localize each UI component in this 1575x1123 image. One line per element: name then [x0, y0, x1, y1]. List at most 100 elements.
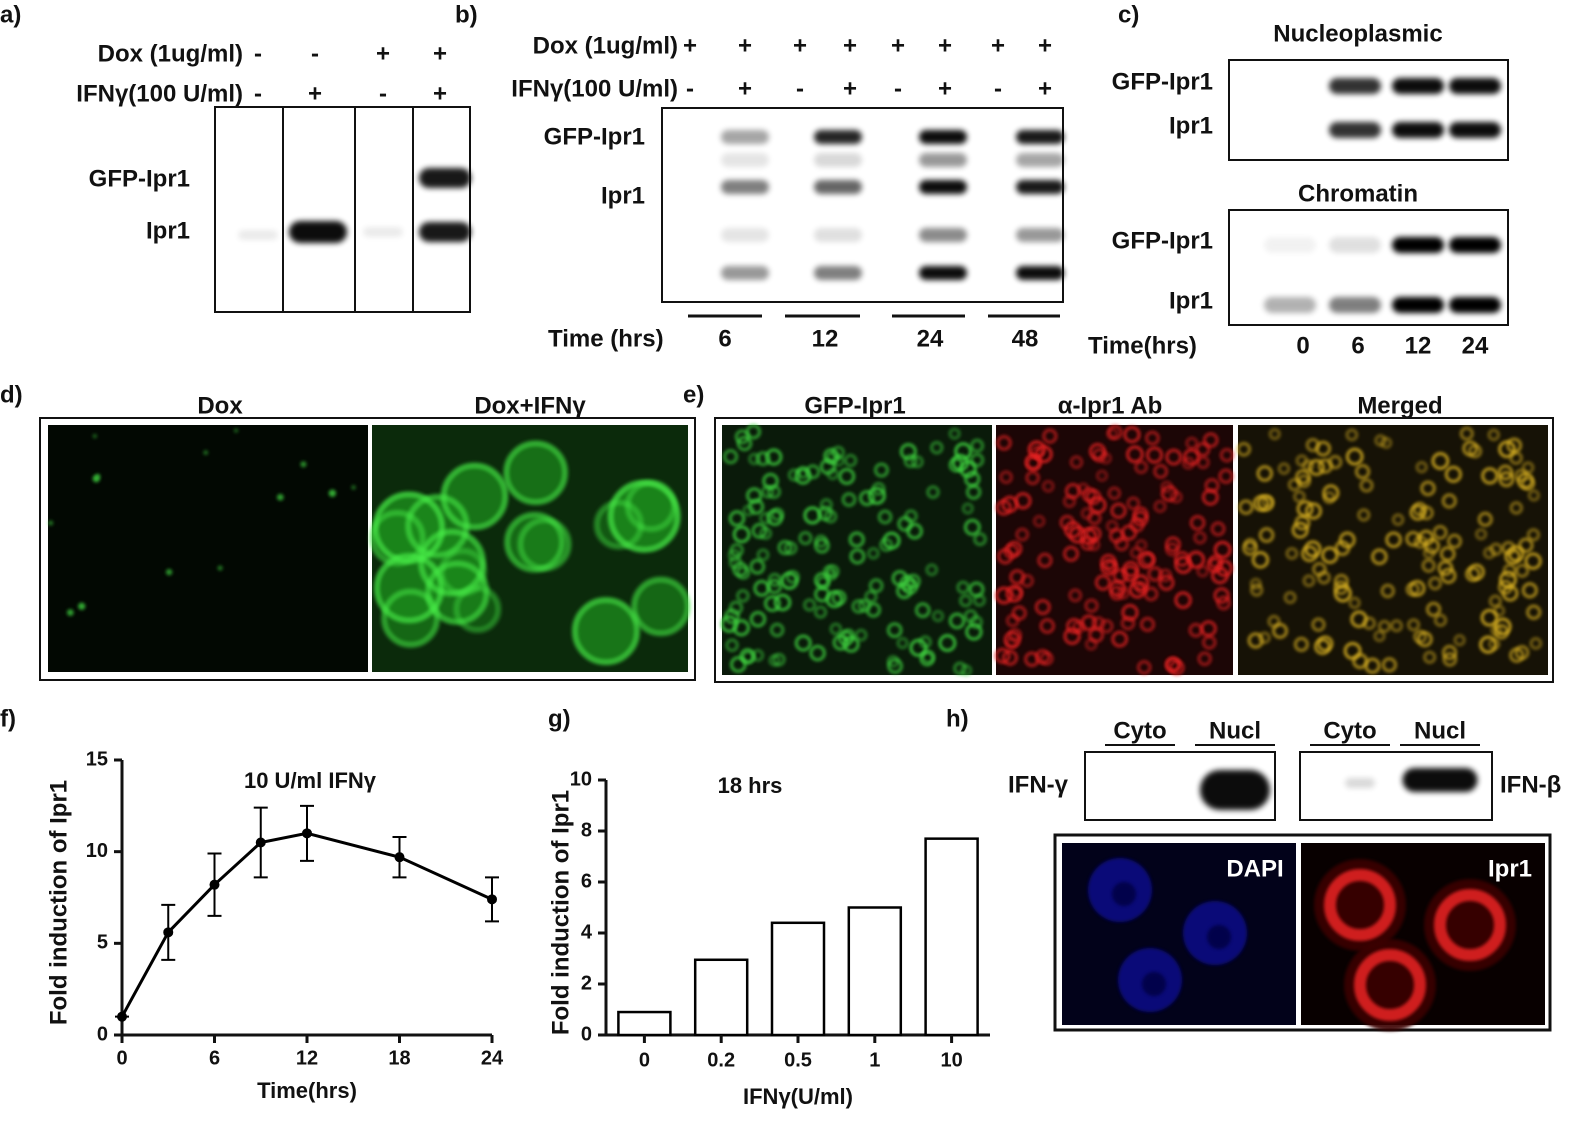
cell — [841, 628, 856, 643]
cell — [857, 598, 872, 613]
cell — [48, 520, 54, 526]
cell — [1285, 547, 1299, 560]
time-value: 12 — [812, 325, 839, 352]
cell — [1123, 425, 1141, 444]
cell — [736, 565, 751, 580]
cell — [1216, 595, 1231, 611]
cell — [1068, 525, 1087, 544]
blot-band — [1449, 122, 1501, 138]
cell — [1059, 514, 1075, 531]
condition-label: IFNγ(100 U/ml) — [511, 75, 678, 102]
cell — [1020, 573, 1034, 588]
y-tick-label: 0 — [581, 1023, 592, 1045]
cell — [1287, 478, 1302, 492]
bar — [693, 958, 749, 1037]
cell — [1524, 552, 1542, 570]
cell — [405, 493, 470, 559]
blot-band — [419, 222, 471, 242]
time-value: 48 — [1012, 325, 1039, 352]
cell — [903, 454, 918, 468]
blot-band — [1329, 78, 1381, 94]
panel-label: b) — [455, 1, 478, 28]
cell — [887, 658, 903, 674]
cell — [749, 610, 767, 628]
cell — [1011, 605, 1027, 621]
cell — [1063, 545, 1080, 562]
cell — [92, 474, 100, 483]
cell — [1243, 537, 1257, 552]
cell — [798, 531, 813, 546]
cell — [1238, 499, 1254, 515]
data-point — [394, 852, 405, 863]
blot-band — [363, 227, 403, 237]
cell — [1015, 527, 1030, 542]
cell — [997, 548, 1014, 565]
cell — [972, 593, 986, 607]
cell — [1442, 652, 1458, 667]
cell — [373, 552, 445, 624]
blot-band — [721, 228, 769, 242]
cell — [1497, 464, 1514, 481]
cell — [1219, 447, 1235, 463]
cell — [759, 512, 772, 525]
cell — [824, 568, 838, 581]
cell — [858, 490, 875, 507]
cell — [1481, 467, 1499, 485]
cell — [1488, 594, 1502, 608]
cell — [996, 435, 1012, 451]
cell — [1520, 476, 1536, 491]
blot-title: Nucleoplasmic — [1273, 20, 1442, 47]
cell — [1301, 459, 1315, 472]
cell — [728, 555, 743, 570]
cell — [78, 602, 86, 610]
cell — [1042, 428, 1058, 444]
band-label: Ipr1 — [601, 182, 645, 209]
cell — [1024, 453, 1042, 471]
panel-label: d) — [0, 381, 23, 408]
cell — [1037, 552, 1053, 569]
cell — [879, 538, 894, 552]
cell — [1521, 461, 1535, 474]
cell — [1169, 659, 1185, 676]
cell — [372, 491, 446, 565]
nucleus — [1434, 889, 1506, 961]
cell — [1308, 459, 1325, 476]
cell — [1126, 445, 1144, 464]
cell — [66, 609, 74, 617]
cell — [1499, 570, 1517, 589]
frame — [1228, 59, 1509, 161]
micrograph — [48, 425, 368, 672]
panel-label: a) — [0, 1, 21, 28]
cell — [1145, 430, 1160, 446]
cell — [1498, 440, 1516, 459]
cell — [1283, 591, 1297, 604]
cell — [1041, 479, 1055, 493]
band-label: GFP-Ipr1 — [89, 165, 190, 192]
cell — [954, 442, 973, 461]
cell — [217, 565, 223, 571]
y-tick-label: 0 — [97, 1023, 108, 1045]
cell — [1441, 493, 1457, 509]
time-value: 12 — [1405, 332, 1432, 359]
cell — [891, 570, 908, 587]
cell — [868, 578, 884, 594]
chart-title: 18 hrs — [718, 773, 783, 798]
cell — [816, 575, 831, 590]
cell — [1350, 610, 1368, 628]
cell — [1293, 636, 1309, 652]
cell — [1348, 596, 1361, 610]
cell — [931, 609, 945, 623]
condition-sign: + — [938, 32, 952, 59]
cell — [1322, 484, 1340, 502]
cell — [963, 518, 981, 536]
cell — [973, 532, 987, 546]
cell — [1087, 538, 1101, 552]
cell — [1189, 514, 1206, 531]
cell — [1143, 586, 1159, 602]
cell — [1252, 495, 1270, 512]
cell — [909, 638, 928, 657]
blot-band — [721, 130, 769, 144]
cell — [1373, 629, 1386, 643]
cell — [1153, 463, 1169, 479]
cell — [1085, 489, 1102, 505]
